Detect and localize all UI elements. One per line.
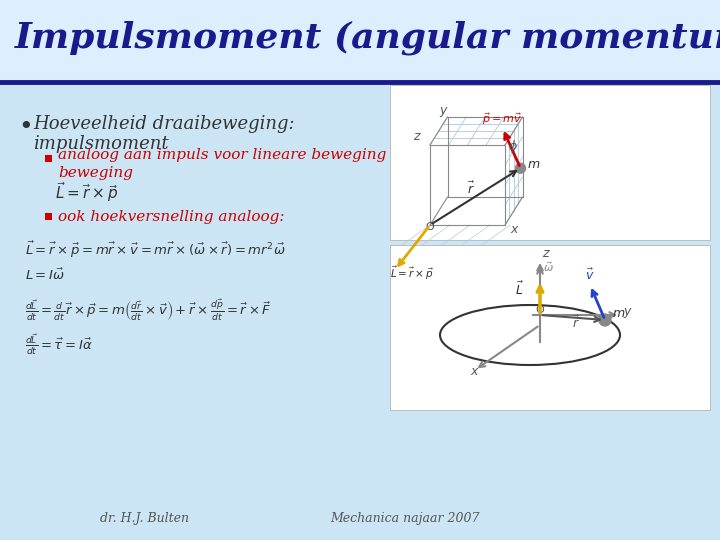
Circle shape <box>516 163 526 173</box>
Text: y: y <box>623 305 631 318</box>
Text: m: m <box>528 158 539 171</box>
Text: $\frac{d\vec{L}}{dt} = \vec{\tau} = I\vec{\alpha}$: $\frac{d\vec{L}}{dt} = \vec{\tau} = I\ve… <box>25 333 93 357</box>
Bar <box>45 155 52 162</box>
Text: m: m <box>613 307 625 320</box>
Text: x: x <box>470 365 477 378</box>
Text: ook hoekversnelling analoog:: ook hoekversnelling analoog: <box>58 210 284 224</box>
Text: $\phi$: $\phi$ <box>508 138 518 155</box>
Text: impulsmoment: impulsmoment <box>33 135 168 153</box>
Text: $\vec{L} = \vec{r} \times \vec{p}$: $\vec{L} = \vec{r} \times \vec{p}$ <box>55 180 118 204</box>
FancyBboxPatch shape <box>390 85 710 240</box>
Text: z: z <box>542 247 549 260</box>
Bar <box>45 213 52 220</box>
Text: y: y <box>439 104 447 117</box>
Text: x: x <box>510 223 518 236</box>
Text: Impulsmoment (angular momentum): Impulsmoment (angular momentum) <box>15 21 720 55</box>
FancyBboxPatch shape <box>0 0 720 85</box>
Text: $\vec{v}$: $\vec{v}$ <box>585 268 595 283</box>
FancyBboxPatch shape <box>390 245 710 410</box>
Text: z: z <box>413 130 420 143</box>
Text: $\vec{p}=m\vec{v}$: $\vec{p}=m\vec{v}$ <box>482 111 523 127</box>
Text: Hoeveelheid draaibeweging:: Hoeveelheid draaibeweging: <box>33 115 294 133</box>
Text: $\vec{r}$: $\vec{r}$ <box>572 314 580 330</box>
Text: beweging: beweging <box>58 166 133 180</box>
FancyBboxPatch shape <box>0 85 720 540</box>
Text: $\vec{\omega}$: $\vec{\omega}$ <box>543 260 554 274</box>
Text: analoog aan impuls voor lineare beweging: analoog aan impuls voor lineare beweging <box>58 148 387 162</box>
Text: •: • <box>18 115 32 139</box>
Text: $\frac{d\vec{L}}{dt} = \frac{d}{dt}\vec{r} \times \vec{p} = m\left(\frac{d\vec{r: $\frac{d\vec{L}}{dt} = \frac{d}{dt}\vec{… <box>25 298 271 323</box>
Text: $L = I\vec{\omega}$: $L = I\vec{\omega}$ <box>25 267 65 282</box>
Text: $\vec{L} = \vec{r} \times \vec{p} = m\vec{r} \times \vec{v} = m\vec{r} \times (\: $\vec{L} = \vec{r} \times \vec{p} = m\ve… <box>25 240 286 260</box>
Circle shape <box>599 314 611 326</box>
Text: $\vec{L}=\vec{r}\times\vec{p}$: $\vec{L}=\vec{r}\times\vec{p}$ <box>390 265 433 282</box>
Text: O: O <box>535 305 544 315</box>
Text: Mechanica najaar 2007: Mechanica najaar 2007 <box>330 512 480 525</box>
Text: O: O <box>425 222 433 232</box>
Text: dr. H.J. Bulten: dr. H.J. Bulten <box>100 512 189 525</box>
Text: $\vec{L}$: $\vec{L}$ <box>515 281 524 298</box>
Text: $\vec{r}$: $\vec{r}$ <box>467 180 475 197</box>
